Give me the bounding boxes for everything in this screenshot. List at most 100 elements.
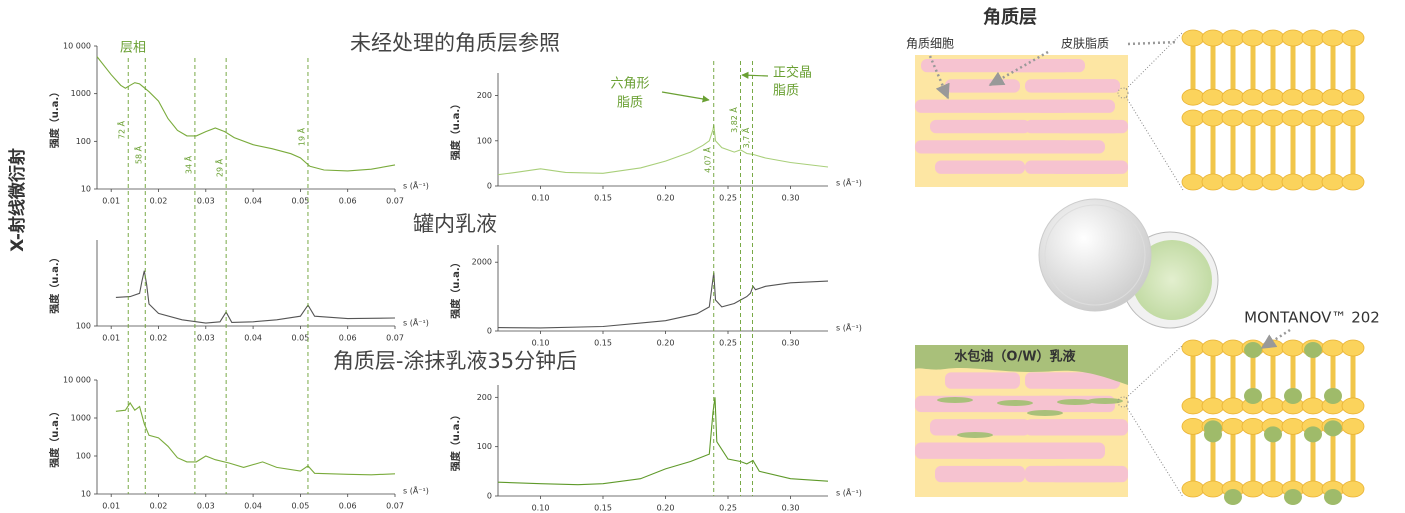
corneocyte <box>1025 419 1120 436</box>
phase-label: 六角形 <box>610 77 649 92</box>
y-tick-label: 0 <box>487 182 492 191</box>
phase-label: 正交晶 <box>773 65 812 81</box>
emulsion-droplet <box>1027 410 1063 416</box>
x-tick-label: 0.10 <box>532 194 550 203</box>
skin-section <box>915 55 1128 187</box>
reference-label: 19 Å <box>295 127 306 146</box>
x-tick-label: 0.20 <box>657 339 675 348</box>
lipid-head <box>1241 29 1265 47</box>
corneocyte <box>921 59 985 73</box>
x-tick-label: 0.15 <box>594 504 612 513</box>
diagram-label: 角质细胞 <box>906 37 954 51</box>
skin-section <box>915 345 1128 497</box>
emulsion-droplet <box>997 400 1033 406</box>
ingredient-label: MONTANOV™ 202 <box>1244 309 1380 327</box>
y-tick-label: 2000 <box>472 258 492 267</box>
emulsifier <box>1304 342 1322 358</box>
arrow <box>741 71 769 79</box>
zoom-spot <box>1117 87 1129 99</box>
data-line <box>115 401 396 476</box>
x-tick-label: 0.04 <box>244 334 262 343</box>
y-tick-label: 10 <box>81 490 91 499</box>
y-tick-label: 0 <box>487 492 492 501</box>
y-tick-label: 100 <box>76 452 91 461</box>
lipid-head <box>1281 29 1305 47</box>
emulsifier <box>1304 426 1322 443</box>
y-axis-label: 强度（u.a.） <box>48 252 61 313</box>
x-tick-label: 0.10 <box>532 504 550 513</box>
x-tick-label: 0.15 <box>594 194 612 203</box>
lipid-head <box>1281 88 1305 106</box>
y-tick-label: 100 <box>76 137 91 146</box>
x-tick-label: 0.25 <box>719 194 737 203</box>
phase-label: 脂质 <box>617 96 643 111</box>
corneocyte <box>915 140 995 154</box>
data-line <box>115 270 396 324</box>
emulsifier <box>1284 387 1302 404</box>
lipid-head <box>1201 480 1225 498</box>
zoom-line <box>1125 344 1184 399</box>
x-tick-label: 0.03 <box>197 334 215 343</box>
lipid-head <box>1181 88 1205 106</box>
x-tick-label: 0.07 <box>386 197 404 206</box>
x-tick-label: 0.06 <box>339 334 357 343</box>
emulsifier <box>1244 342 1262 358</box>
lipid-head <box>1301 88 1325 106</box>
lipid-head <box>1281 339 1305 357</box>
data-line <box>497 124 829 176</box>
section-title: 罐内乳液 <box>413 212 497 236</box>
data-line <box>497 272 829 329</box>
emulsion-droplet <box>1087 398 1123 404</box>
reference-label: 29 Å <box>214 158 225 177</box>
emulsifier <box>1324 420 1342 437</box>
phase-label: 脂质 <box>773 84 799 99</box>
emulsion-droplet <box>957 432 993 438</box>
corneocyte <box>945 79 1020 93</box>
lipid-head <box>1181 339 1205 357</box>
x-tick-label: 0.04 <box>244 502 262 511</box>
lipid-head <box>1221 339 1245 357</box>
y-tick-label: 0 <box>487 327 492 336</box>
lipid-head <box>1221 397 1245 415</box>
lipid-bilayer <box>1181 339 1365 505</box>
lipid-head <box>1281 417 1305 435</box>
lipid-head <box>1341 480 1365 498</box>
lipid-head <box>1181 29 1205 47</box>
lipid-head <box>1341 397 1365 415</box>
corneocyte <box>1025 160 1120 174</box>
lipid-head <box>1201 397 1225 415</box>
lipid-head <box>1201 339 1225 357</box>
corneocyte <box>975 99 1070 113</box>
pointer <box>1127 40 1179 46</box>
lipid-head <box>1181 173 1205 191</box>
x-tick-label: 0.20 <box>657 194 675 203</box>
lipid-head <box>1261 29 1285 47</box>
x-tick-label: 0.06 <box>339 502 357 511</box>
lipid-head <box>1301 109 1325 127</box>
emulsifier <box>1284 489 1302 505</box>
lipid-head <box>1341 417 1365 435</box>
lipid-head <box>1181 480 1205 498</box>
diagram-label: 皮肤脂质 <box>1061 36 1109 51</box>
x-tick-label: 0.25 <box>719 339 737 348</box>
section-title: 角质层-涂抹乳液35分钟后 <box>333 349 577 373</box>
x-tick-label: 0.04 <box>244 197 262 206</box>
emulsion-droplet <box>1057 399 1093 405</box>
reference-label: 4,07 Å <box>701 147 712 173</box>
x-axis-label: s (Å⁻¹) <box>403 180 429 191</box>
lipid-head <box>1201 88 1225 106</box>
pointer <box>1260 328 1291 350</box>
x-tick-label: 0.05 <box>291 334 309 343</box>
x-tick-label: 0.02 <box>150 502 168 511</box>
reference-label: 3,7 Å <box>740 127 751 148</box>
lipid-head <box>1241 173 1265 191</box>
x-tick-label: 0.07 <box>386 334 404 343</box>
x-tick-label: 0.30 <box>782 504 800 513</box>
reference-label: 72 Å <box>116 120 127 139</box>
x-tick-label: 0.05 <box>291 197 309 206</box>
diagram-title: 角质层 <box>983 6 1037 28</box>
phase-label: 层相 <box>120 41 146 56</box>
emulsifier <box>1204 420 1222 437</box>
lipid-head <box>1321 173 1345 191</box>
lipid-head <box>1261 109 1285 127</box>
